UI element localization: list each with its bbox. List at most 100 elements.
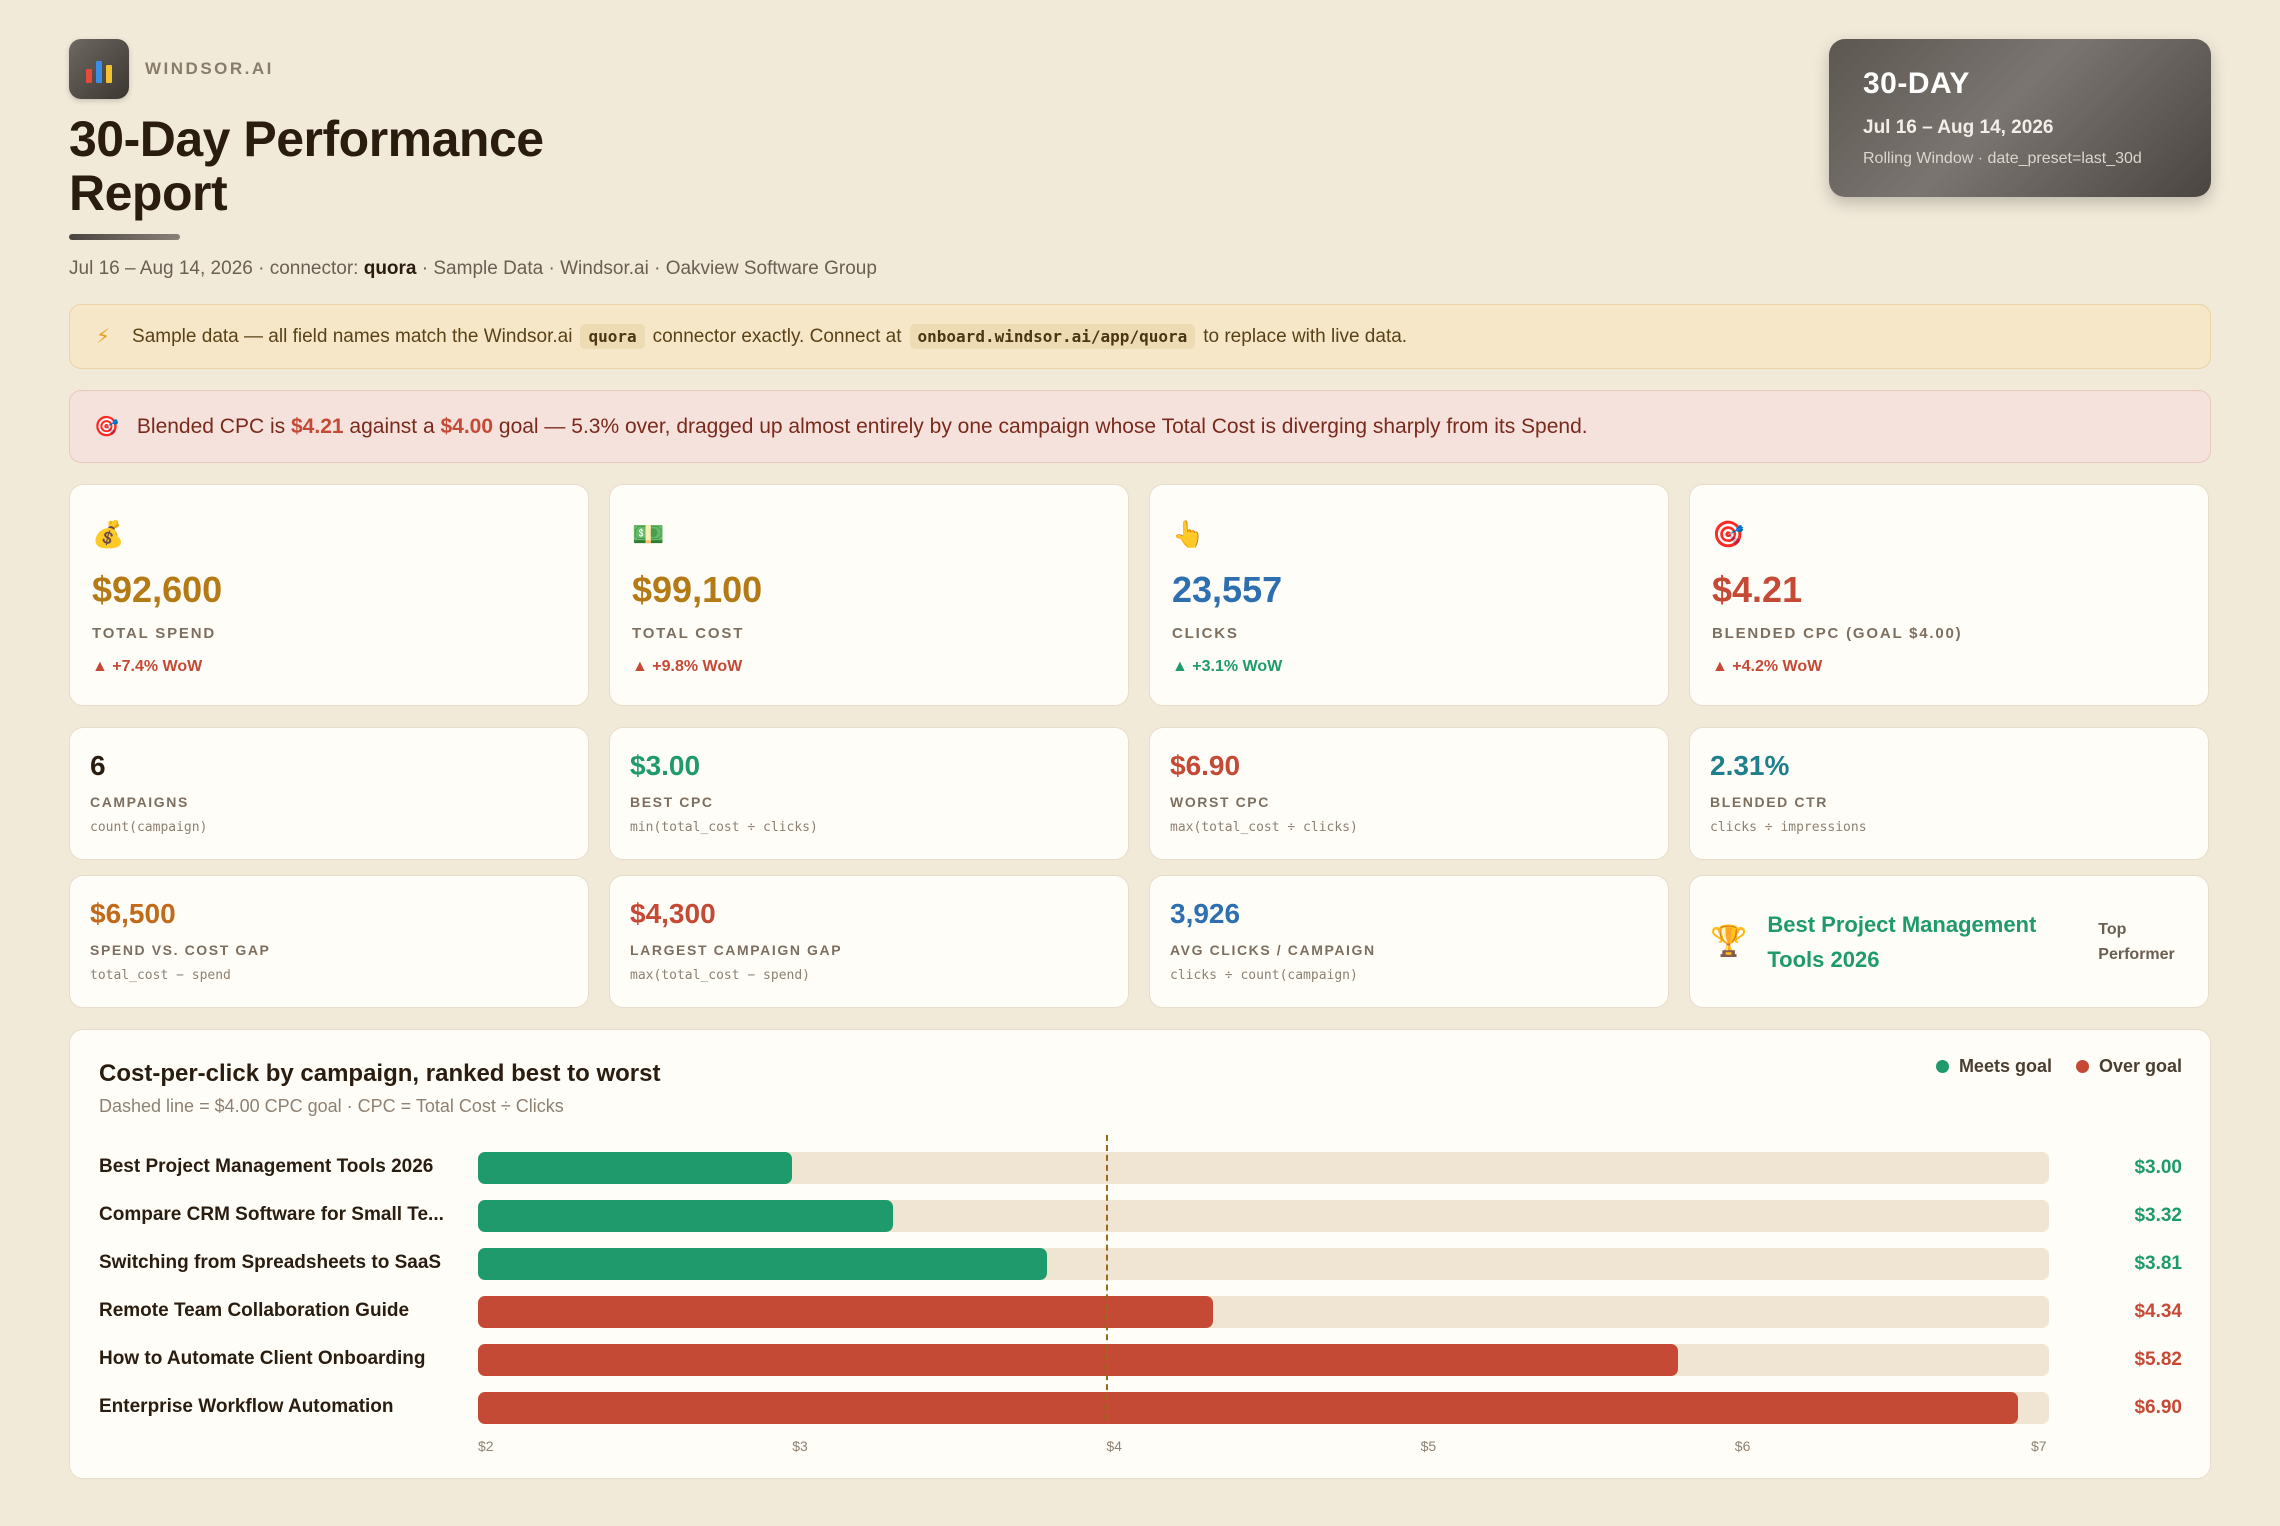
cpc-value-label: $4.34 (2134, 1301, 2182, 1322)
campaign-label: Compare CRM Software for Small Te... (99, 1204, 444, 1225)
bar-track (478, 1296, 2049, 1328)
cpc-value-label: $3.81 (2134, 1253, 2182, 1274)
legend-dot-red (2075, 1060, 2089, 1073)
dollar-bills-icon: 💵 (632, 519, 665, 549)
metric-card-avg-clicks: 3,926 AVG CLICKS / CAMPAIGN clicks ÷ cou… (1149, 875, 1669, 1008)
top-performer-card: 🏆 Best Project Management Tools 2026 Top… (1689, 875, 2209, 1008)
alert-cpc-value: $4.21 (291, 414, 344, 438)
notice-text: to replace with live data. (1203, 325, 1408, 347)
chart-row: How to Automate Client Onboarding $5.82 (70, 1342, 2210, 1376)
subtitle-connector: quora (363, 258, 417, 279)
pointing-hand-icon: 👆 (1172, 519, 1205, 549)
alert-text: Blended CPC is (136, 414, 286, 438)
page-subtitle: Jul 16 – Aug 14, 2026 · connector: quora… (69, 258, 877, 280)
period-note: Rolling Window · date_preset=last_30d (1863, 150, 2142, 167)
x-tick-label: $2 (478, 1438, 494, 1454)
trophy-icon: 🏆 (1710, 925, 1748, 958)
metric-card-campaigns: 6 CAMPAIGNS count(campaign) (69, 727, 589, 860)
brand-name: WINDSOR.AI (145, 59, 274, 78)
kpi-card-total-spend: 💰 $92,600 TOTAL SPEND ▲ +7.4% WoW (69, 484, 589, 706)
cpc-bar (478, 1344, 1679, 1376)
x-tick-label: $4 (1106, 1438, 1122, 1454)
cpc-bar (478, 1392, 2018, 1424)
legend-dot-green (1935, 1060, 1949, 1073)
notice-text: connector exactly. Connect at (652, 325, 902, 347)
top-performer-tag: Top Performer (2098, 920, 2175, 963)
x-tick-label: $5 (1420, 1438, 1437, 1454)
cpc-bar (478, 1200, 893, 1232)
campaign-label: Best Project Management Tools 2026 (99, 1156, 434, 1177)
metric-value: $6,500 (90, 898, 176, 929)
cpc-value-label: $5.82 (2134, 1349, 2182, 1370)
metric-value: $3.00 (630, 750, 701, 781)
campaign-label: Remote Team Collaboration Guide (99, 1300, 410, 1321)
metric-card-best-cpc: $3.00 BEST CPC min(total_cost ÷ clicks) (609, 727, 1129, 860)
legend-label: Meets goal (1958, 1056, 2052, 1076)
cpc-bar (478, 1296, 1214, 1328)
chart-subtitle: Dashed line = $4.00 CPC goal · CPC = Tot… (99, 1096, 564, 1116)
chart-legend: Meets goal Over goal (1935, 1056, 2182, 1077)
subtitle-date-range: Jul 16 – Aug 14, 2026 · connector: (69, 258, 359, 279)
metric-value: $4,300 (630, 898, 716, 929)
lightning-icon: ⚡ (96, 326, 111, 348)
kpi-card-total-cost: 💵 $99,100 TOTAL COST ▲ +9.8% WoW (609, 484, 1129, 706)
brand: WINDSOR.AI (69, 39, 274, 99)
metric-value: $6.90 (1170, 750, 1241, 781)
money-bag-icon: 💰 (92, 519, 125, 549)
chart-row: Remote Team Collaboration Guide $4.34 (70, 1294, 2210, 1328)
alert-text: against a (349, 414, 435, 438)
legend-meets-goal: Meets goal (1935, 1056, 2052, 1077)
metric-value: 6 (90, 750, 106, 781)
legend-label: Over goal (2098, 1056, 2182, 1076)
metric-label: BLENDED CTR (1710, 794, 1828, 810)
metric-formula: total_cost − spend (90, 968, 231, 983)
top-performer-name: Best Project Management Tools 2026 (1767, 911, 2037, 972)
alert-goal-value: $4.00 (440, 414, 494, 438)
title-underline (69, 234, 180, 240)
kpi-label: CLICKS (1172, 625, 1239, 642)
metric-formula: count(campaign) (90, 820, 208, 835)
x-tick-label: $7 (2031, 1438, 2047, 1454)
metric-formula: clicks ÷ count(campaign) (1170, 968, 1358, 983)
metric-card-spend-cost-gap: $6,500 SPEND VS. COST GAP total_cost − s… (69, 875, 589, 1008)
subtitle-meta: · Sample Data · Windsor.ai · Oakview Sof… (421, 258, 877, 279)
chart-row: Switching from Spreadsheets to SaaS $3.81 (70, 1246, 2210, 1280)
campaign-label: Enterprise Workflow Automation (99, 1396, 394, 1417)
metric-label: CAMPAIGNS (90, 794, 189, 810)
kpi-delta: ▲ +9.8% WoW (632, 658, 743, 675)
onboard-url-code[interactable]: onboard.windsor.ai/app/quora (909, 324, 1196, 349)
cpc-value-label: $6.90 (2134, 1397, 2182, 1418)
metric-card-worst-cpc: $6.90 WORST CPC max(total_cost ÷ clicks) (1149, 727, 1669, 860)
metric-value: 3,926 (1170, 898, 1241, 929)
metric-label: SPEND VS. COST GAP (90, 942, 271, 958)
sample-data-notice: ⚡ Sample data — all field names match th… (69, 304, 2211, 369)
campaign-label: How to Automate Client Onboarding (99, 1348, 426, 1369)
bar-chart-icon (69, 39, 129, 99)
legend-over-goal: Over goal (2075, 1056, 2182, 1077)
goal-line (1106, 1135, 1109, 1420)
x-tick-label: $3 (792, 1438, 808, 1454)
metric-card-largest-gap: $4,300 LARGEST CAMPAIGN GAP max(total_co… (609, 875, 1129, 1008)
period-badge: 30-DAY Jul 16 – Aug 14, 2026 Rolling Win… (1829, 39, 2211, 197)
chart-row: Compare CRM Software for Small Te... $3.3… (70, 1198, 2210, 1232)
metric-value: 2.31% (1710, 750, 1790, 781)
bar-track (478, 1200, 2049, 1232)
bar-track (478, 1152, 2049, 1184)
cpc-alert: 🎯 Blended CPC is $4.21 against a $4.00 g… (69, 390, 2211, 463)
kpi-delta: ▲ +4.2% WoW (1712, 658, 1823, 675)
metric-label: WORST CPC (1170, 794, 1270, 810)
metric-formula: clicks ÷ impressions (1710, 820, 1867, 835)
bar-track (478, 1392, 2049, 1424)
kpi-label: TOTAL SPEND (92, 625, 216, 642)
metric-label: BEST CPC (630, 794, 714, 810)
metric-formula: max(total_cost − spend) (630, 968, 811, 983)
metric-card-blended-ctr: 2.31% BLENDED CTR clicks ÷ impressions (1689, 727, 2209, 860)
cpc-bar (478, 1248, 1047, 1280)
connector-code: quora (580, 324, 645, 349)
kpi-label: TOTAL COST (632, 625, 745, 642)
alert-text: goal — 5.3% over, dragged up almost enti… (498, 414, 1588, 438)
metric-formula: max(total_cost ÷ clicks) (1170, 820, 1358, 835)
kpi-delta: ▲ +3.1% WoW (1172, 658, 1283, 675)
page-title: 30-Day Performance Report (69, 111, 544, 221)
period-range: Jul 16 – Aug 14, 2026 (1863, 117, 2054, 138)
